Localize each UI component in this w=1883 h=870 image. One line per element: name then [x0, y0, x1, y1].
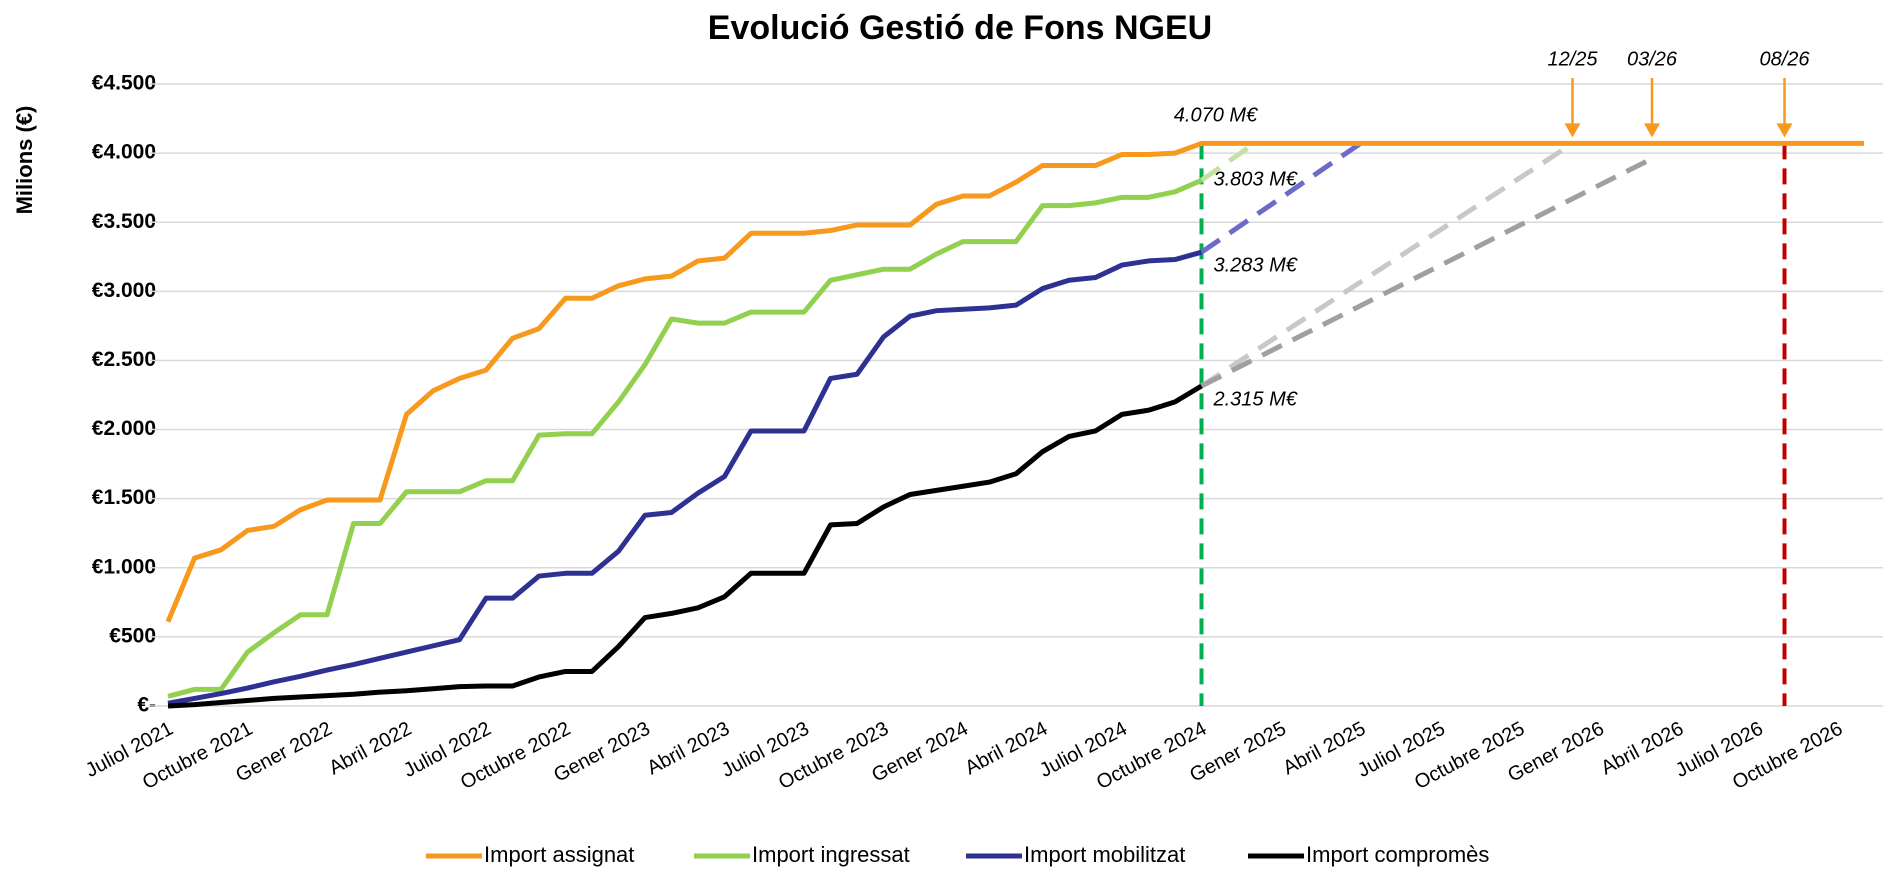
projection-line — [1200, 156, 1654, 389]
series-line — [167, 178, 1203, 699]
x-tick-label: Abril 2023 — [643, 718, 733, 780]
arrow-label: 03/26 — [1627, 48, 1678, 70]
annotation: 2.315 M€ — [1213, 388, 1298, 410]
projection-line — [1200, 141, 1362, 255]
legend-label: Import ingressat — [752, 842, 910, 867]
annotation: 3.803 M€ — [1214, 169, 1298, 191]
y-axis-label: Milions (€) — [12, 106, 37, 215]
series-line — [167, 249, 1203, 706]
y-tick-label: €1.000 — [92, 555, 156, 578]
series-line — [167, 383, 1203, 709]
legend-label: Import mobilitzat — [1024, 842, 1185, 867]
y-tick-label: €3.500 — [92, 210, 156, 233]
y-tick-label: €2.500 — [92, 348, 156, 371]
arrow-head — [1644, 123, 1660, 138]
y-tick-label: €- — [137, 694, 156, 717]
legend-label: Import assignat — [484, 842, 634, 867]
x-tick-label: Abril 2025 — [1279, 718, 1369, 780]
y-tick-label: €500 — [109, 624, 156, 647]
y-tick-label: €3.000 — [92, 279, 156, 302]
y-tick-label: €4.500 — [92, 72, 156, 95]
y-tick-label: €1.500 — [92, 486, 156, 509]
x-tick-label: Abril 2024 — [961, 718, 1051, 780]
chart-title: Evolució Gestió de Fons NGEU — [708, 9, 1212, 47]
arrow-head — [1776, 123, 1793, 138]
legend-label: Import compromès — [1306, 842, 1489, 867]
x-tick-label: Abril 2022 — [325, 718, 415, 780]
annotation: 3.283 M€ — [1214, 254, 1298, 276]
y-tick-label: €2.000 — [92, 417, 156, 440]
projection-line — [1200, 141, 1256, 183]
arrow-label: 08/26 — [1759, 48, 1810, 70]
y-tick-label: €4.000 — [92, 141, 156, 164]
x-tick-label: Abril 2026 — [1597, 718, 1687, 780]
annotation: 4.070 M€ — [1174, 105, 1258, 127]
arrow-label: 12/25 — [1547, 48, 1598, 70]
projection-line — [1200, 141, 1574, 389]
arrow-head — [1564, 123, 1581, 138]
series-line — [165, 140, 1864, 623]
